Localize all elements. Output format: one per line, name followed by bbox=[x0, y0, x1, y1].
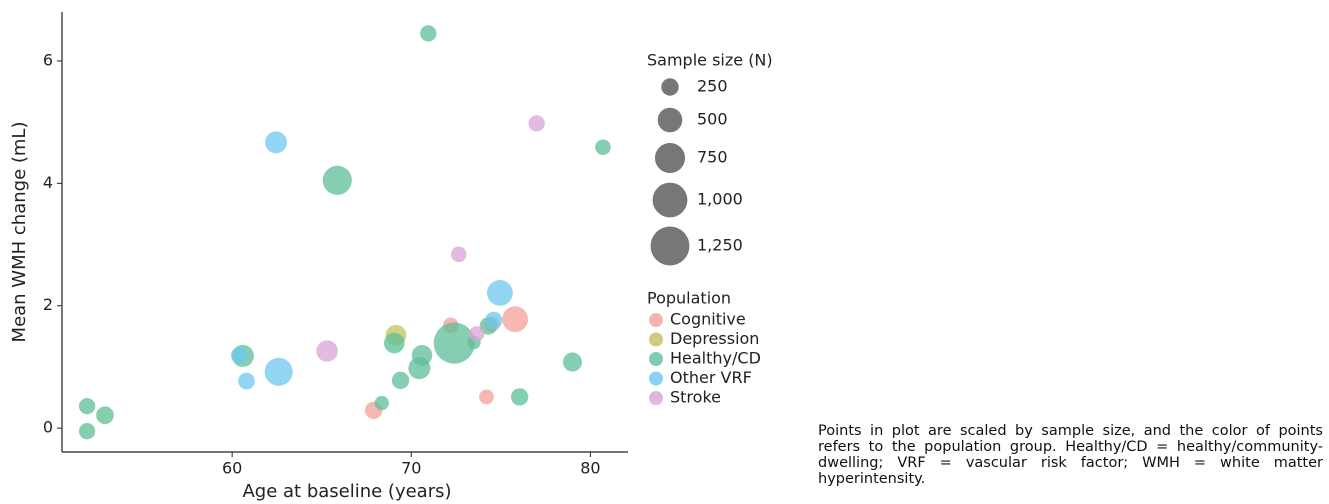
legend-swatch bbox=[649, 352, 663, 366]
bubble bbox=[595, 139, 611, 156]
x-tick-label: 70 bbox=[401, 459, 421, 478]
legend-label: Cognitive bbox=[670, 310, 746, 329]
bubble bbox=[502, 306, 529, 333]
bubble bbox=[510, 388, 529, 406]
bubble bbox=[374, 395, 389, 411]
caption: Points in plot are scaled by sample size… bbox=[818, 423, 1323, 487]
bubble bbox=[383, 332, 405, 354]
y-tick-label: 0 bbox=[43, 418, 53, 437]
bubble bbox=[562, 352, 583, 372]
legend-label: Stroke bbox=[670, 388, 721, 407]
bubble bbox=[316, 340, 338, 362]
bubble bbox=[528, 115, 545, 132]
size-legend-key bbox=[652, 182, 688, 218]
x-tick-label: 80 bbox=[580, 459, 600, 478]
bubble bbox=[420, 25, 437, 42]
y-tick-label: 4 bbox=[43, 173, 53, 192]
size-legend-key bbox=[654, 142, 686, 174]
y-tick-label: 6 bbox=[43, 50, 53, 69]
size-legend-label: 1,250 bbox=[697, 236, 743, 255]
bubble bbox=[450, 246, 467, 263]
x-axis-label: Age at baseline (years) bbox=[242, 481, 451, 502]
bubble bbox=[479, 389, 494, 405]
legend-label: Other VRF bbox=[670, 368, 752, 387]
color-legend-title: Population bbox=[647, 289, 731, 308]
size-legend-title: Sample size (N) bbox=[647, 51, 773, 70]
bubble bbox=[468, 326, 485, 342]
x-tick-label: 60 bbox=[222, 459, 242, 478]
bubble bbox=[78, 397, 96, 415]
bubble bbox=[484, 311, 503, 330]
y-tick-label: 2 bbox=[43, 295, 53, 314]
bubble bbox=[230, 346, 248, 364]
size-legend-label: 750 bbox=[697, 148, 728, 167]
bubble bbox=[408, 357, 431, 380]
bubble bbox=[433, 322, 475, 364]
bubble bbox=[487, 279, 513, 306]
size-legend-key bbox=[650, 226, 690, 266]
bubble bbox=[264, 357, 293, 386]
size-legend-label: 500 bbox=[697, 110, 728, 129]
bubble bbox=[391, 371, 410, 390]
bubble bbox=[78, 423, 96, 440]
bubble bbox=[322, 165, 352, 195]
y-axis-label: Mean WMH change (mL) bbox=[9, 122, 30, 343]
legend-label: Healthy/CD bbox=[670, 349, 761, 368]
legend-swatch bbox=[649, 391, 663, 405]
bubble bbox=[96, 406, 114, 425]
size-legend-label: 1,000 bbox=[697, 190, 743, 209]
legend-label: Depression bbox=[670, 329, 759, 348]
bubble bbox=[238, 372, 255, 390]
legend-swatch bbox=[649, 313, 663, 327]
bubble bbox=[265, 131, 288, 154]
size-legend-key bbox=[661, 78, 679, 96]
size-legend-label: 250 bbox=[697, 77, 728, 96]
size-legend-key bbox=[657, 107, 683, 133]
legend-swatch bbox=[649, 332, 663, 347]
legend-swatch bbox=[649, 371, 663, 386]
